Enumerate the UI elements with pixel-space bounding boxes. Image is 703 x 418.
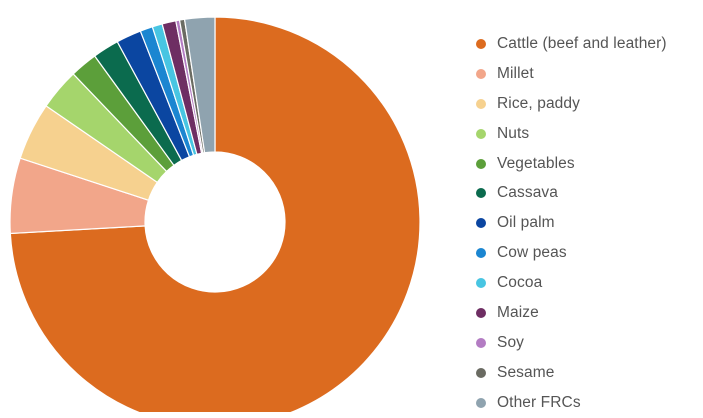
legend-swatch [476, 188, 486, 199]
legend-swatch [476, 367, 486, 378]
legend-item-oil-palm: Oil palm [476, 208, 667, 238]
legend-item-millet: Millet [476, 59, 667, 89]
legend-swatch [476, 98, 486, 109]
legend-label: Other FRCs [497, 393, 581, 411]
legend-swatch [476, 278, 486, 289]
legend-item-cocoa: Cocoa [476, 268, 667, 298]
legend-item-cassava: Cassava [476, 178, 667, 208]
legend-item-cow-peas: Cow peas [476, 238, 667, 268]
legend-item-rice-paddy: Rice, paddy [476, 89, 667, 119]
legend-item-nuts: Nuts [476, 119, 667, 149]
legend-swatch [476, 248, 486, 259]
legend-label: Cassava [497, 184, 559, 202]
legend-swatch [476, 218, 486, 229]
chart-legend: Cattle (beef and leather) Millet Rice, pad… [476, 29, 667, 418]
legend-label: Millet [497, 64, 534, 82]
legend-label: Oil palm [497, 214, 555, 232]
legend-label: Maize [497, 303, 539, 321]
legend-swatch [476, 337, 486, 348]
legend-label: Cow peas [497, 244, 567, 262]
legend-item-maize: Maize [476, 298, 667, 328]
legend-swatch [476, 38, 486, 49]
legend-label: Sesame [497, 363, 555, 381]
legend-item-other-frcs: Other FRCs [476, 388, 667, 418]
legend-item-cattle-beef-and-leather: Cattle (beef and leather) [476, 29, 667, 59]
slice-cattle-beef-and-leather [9, 16, 421, 412]
legend-label: Cattle (beef and leather) [497, 34, 667, 52]
legend-label: Nuts [497, 124, 530, 142]
legend-swatch [476, 307, 486, 318]
legend-label: Soy [497, 333, 525, 351]
legend-label: Vegetables [497, 154, 575, 172]
legend-swatch [476, 397, 486, 408]
legend-swatch [476, 68, 486, 79]
slice-other-frcs [183, 16, 216, 154]
legend-item-soy: Soy [476, 328, 667, 358]
legend-item-vegetables: Vegetables [476, 149, 667, 179]
legend-label: Rice, paddy [497, 94, 580, 112]
legend-item-sesame: Sesame [476, 358, 667, 388]
legend-label: Cocoa [497, 274, 543, 292]
legend-swatch [476, 128, 486, 139]
legend-swatch [476, 158, 486, 169]
